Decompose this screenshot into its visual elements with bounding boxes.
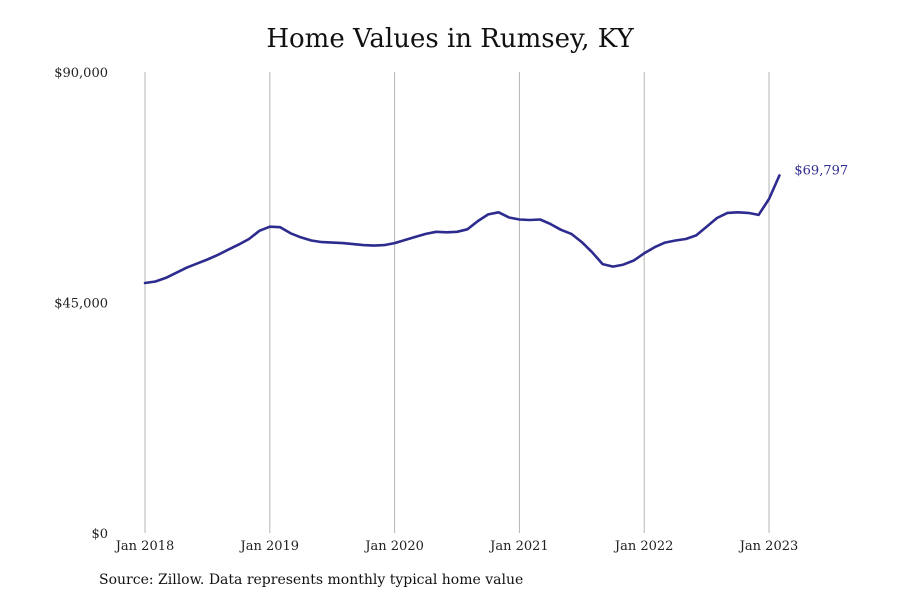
gridlines xyxy=(144,72,770,533)
x-tick-label: Jan 2022 xyxy=(613,539,674,554)
y-axis-ticks: $0 $45,000 $90,000 xyxy=(54,66,108,542)
x-tick-label: Jan 2020 xyxy=(363,539,424,554)
x-tick-label: Jan 2023 xyxy=(738,539,799,554)
x-tick-label: Jan 2021 xyxy=(488,539,549,554)
y-tick-label: $45,000 xyxy=(54,297,108,312)
series-layer xyxy=(143,174,781,285)
source-note: Source: Zillow. Data represents monthly … xyxy=(99,572,524,588)
x-axis-ticks: Jan 2018 Jan 2019 Jan 2020 Jan 2021 Jan 2022… xyxy=(114,539,799,554)
series-line xyxy=(143,174,781,285)
end-label-layer: $69,797 xyxy=(794,163,848,178)
y-tick-label: $0 xyxy=(91,527,108,542)
end-value-label: $69,797 xyxy=(794,163,848,178)
x-tick-label: Jan 2019 xyxy=(239,539,300,554)
chart-title: Home Values in Rumsey, KY xyxy=(266,24,634,54)
x-tick-label: Jan 2018 xyxy=(114,539,175,554)
y-tick-label: $90,000 xyxy=(54,66,108,81)
